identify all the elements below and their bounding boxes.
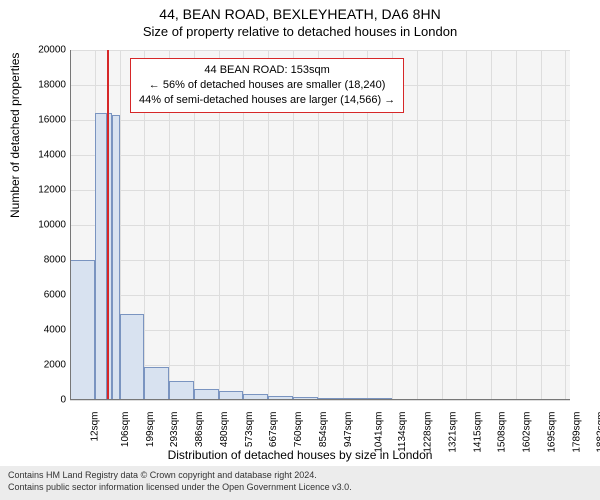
ytick-label: 20000	[26, 45, 66, 56]
xtick-label: 1508sqm	[497, 412, 508, 453]
x-axis-line	[70, 399, 570, 400]
xtick-label: 1041sqm	[373, 412, 384, 453]
gridline-h	[70, 400, 570, 401]
xtick-label: 12sqm	[90, 412, 101, 442]
footer-line-1: Contains HM Land Registry data © Crown c…	[8, 470, 592, 482]
xtick-label: 1695sqm	[546, 412, 557, 453]
ytick-label: 6000	[26, 290, 66, 301]
gridline-v	[541, 50, 542, 400]
xtick-label: 1882sqm	[596, 412, 600, 453]
annotation-line: 44% of semi-detached houses are larger (…	[139, 93, 395, 108]
xtick-label: 1321sqm	[447, 412, 458, 453]
x-axis-label: Distribution of detached houses by size …	[0, 448, 600, 462]
xtick-label: 760sqm	[293, 412, 304, 448]
xtick-label: 947sqm	[343, 412, 354, 448]
gridline-v	[565, 50, 566, 400]
xtick-label: 293sqm	[169, 412, 180, 448]
property-marker-line	[107, 50, 109, 400]
xtick-label: 386sqm	[194, 412, 205, 448]
gridline-v	[417, 50, 418, 400]
gridline-v	[466, 50, 467, 400]
ytick-label: 16000	[26, 115, 66, 126]
ytick-label: 0	[26, 395, 66, 406]
ytick-label: 4000	[26, 325, 66, 336]
ytick-label: 18000	[26, 80, 66, 91]
gridline-v	[491, 50, 492, 400]
footer-line-2: Contains public sector information licen…	[8, 482, 592, 494]
y-axis-line	[70, 50, 71, 400]
gridline-v	[516, 50, 517, 400]
annotation-box: 44 BEAN ROAD: 153sqm← 56% of detached ho…	[130, 58, 404, 113]
ytick-label: 8000	[26, 255, 66, 266]
plot-area: 44 BEAN ROAD: 153sqm← 56% of detached ho…	[70, 50, 570, 400]
xtick-label: 199sqm	[145, 412, 156, 448]
annotation-line: ← 56% of detached houses are smaller (18…	[139, 78, 395, 93]
gridline-v	[442, 50, 443, 400]
xtick-label: 480sqm	[219, 412, 230, 448]
plot-background: 44 BEAN ROAD: 153sqm← 56% of detached ho…	[70, 50, 570, 400]
xtick-label: 1602sqm	[522, 412, 533, 453]
annotation-line: 44 BEAN ROAD: 153sqm	[139, 63, 395, 78]
ytick-label: 2000	[26, 360, 66, 371]
histogram-bar	[95, 113, 107, 400]
histogram-bar	[70, 260, 95, 400]
chart-title: 44, BEAN ROAD, BEXLEYHEATH, DA6 8HN	[0, 0, 600, 22]
xtick-label: 1228sqm	[423, 412, 434, 453]
ytick-label: 14000	[26, 150, 66, 161]
xtick-label: 854sqm	[318, 412, 329, 448]
xtick-label: 106sqm	[120, 412, 131, 448]
xtick-label: 1415sqm	[472, 412, 483, 453]
xtick-label: 1134sqm	[397, 412, 408, 452]
y-axis-label: Number of detached properties	[8, 53, 22, 218]
ytick-label: 12000	[26, 185, 66, 196]
xtick-label: 1789sqm	[571, 412, 582, 453]
chart-subtitle: Size of property relative to detached ho…	[0, 22, 600, 39]
ytick-label: 10000	[26, 220, 66, 231]
histogram-bar	[112, 115, 120, 400]
xtick-label: 573sqm	[244, 412, 255, 448]
histogram-bar	[120, 314, 145, 400]
xtick-label: 667sqm	[269, 412, 280, 448]
footer: Contains HM Land Registry data © Crown c…	[0, 466, 600, 500]
histogram-bar	[169, 381, 194, 400]
histogram-bar	[144, 367, 169, 400]
